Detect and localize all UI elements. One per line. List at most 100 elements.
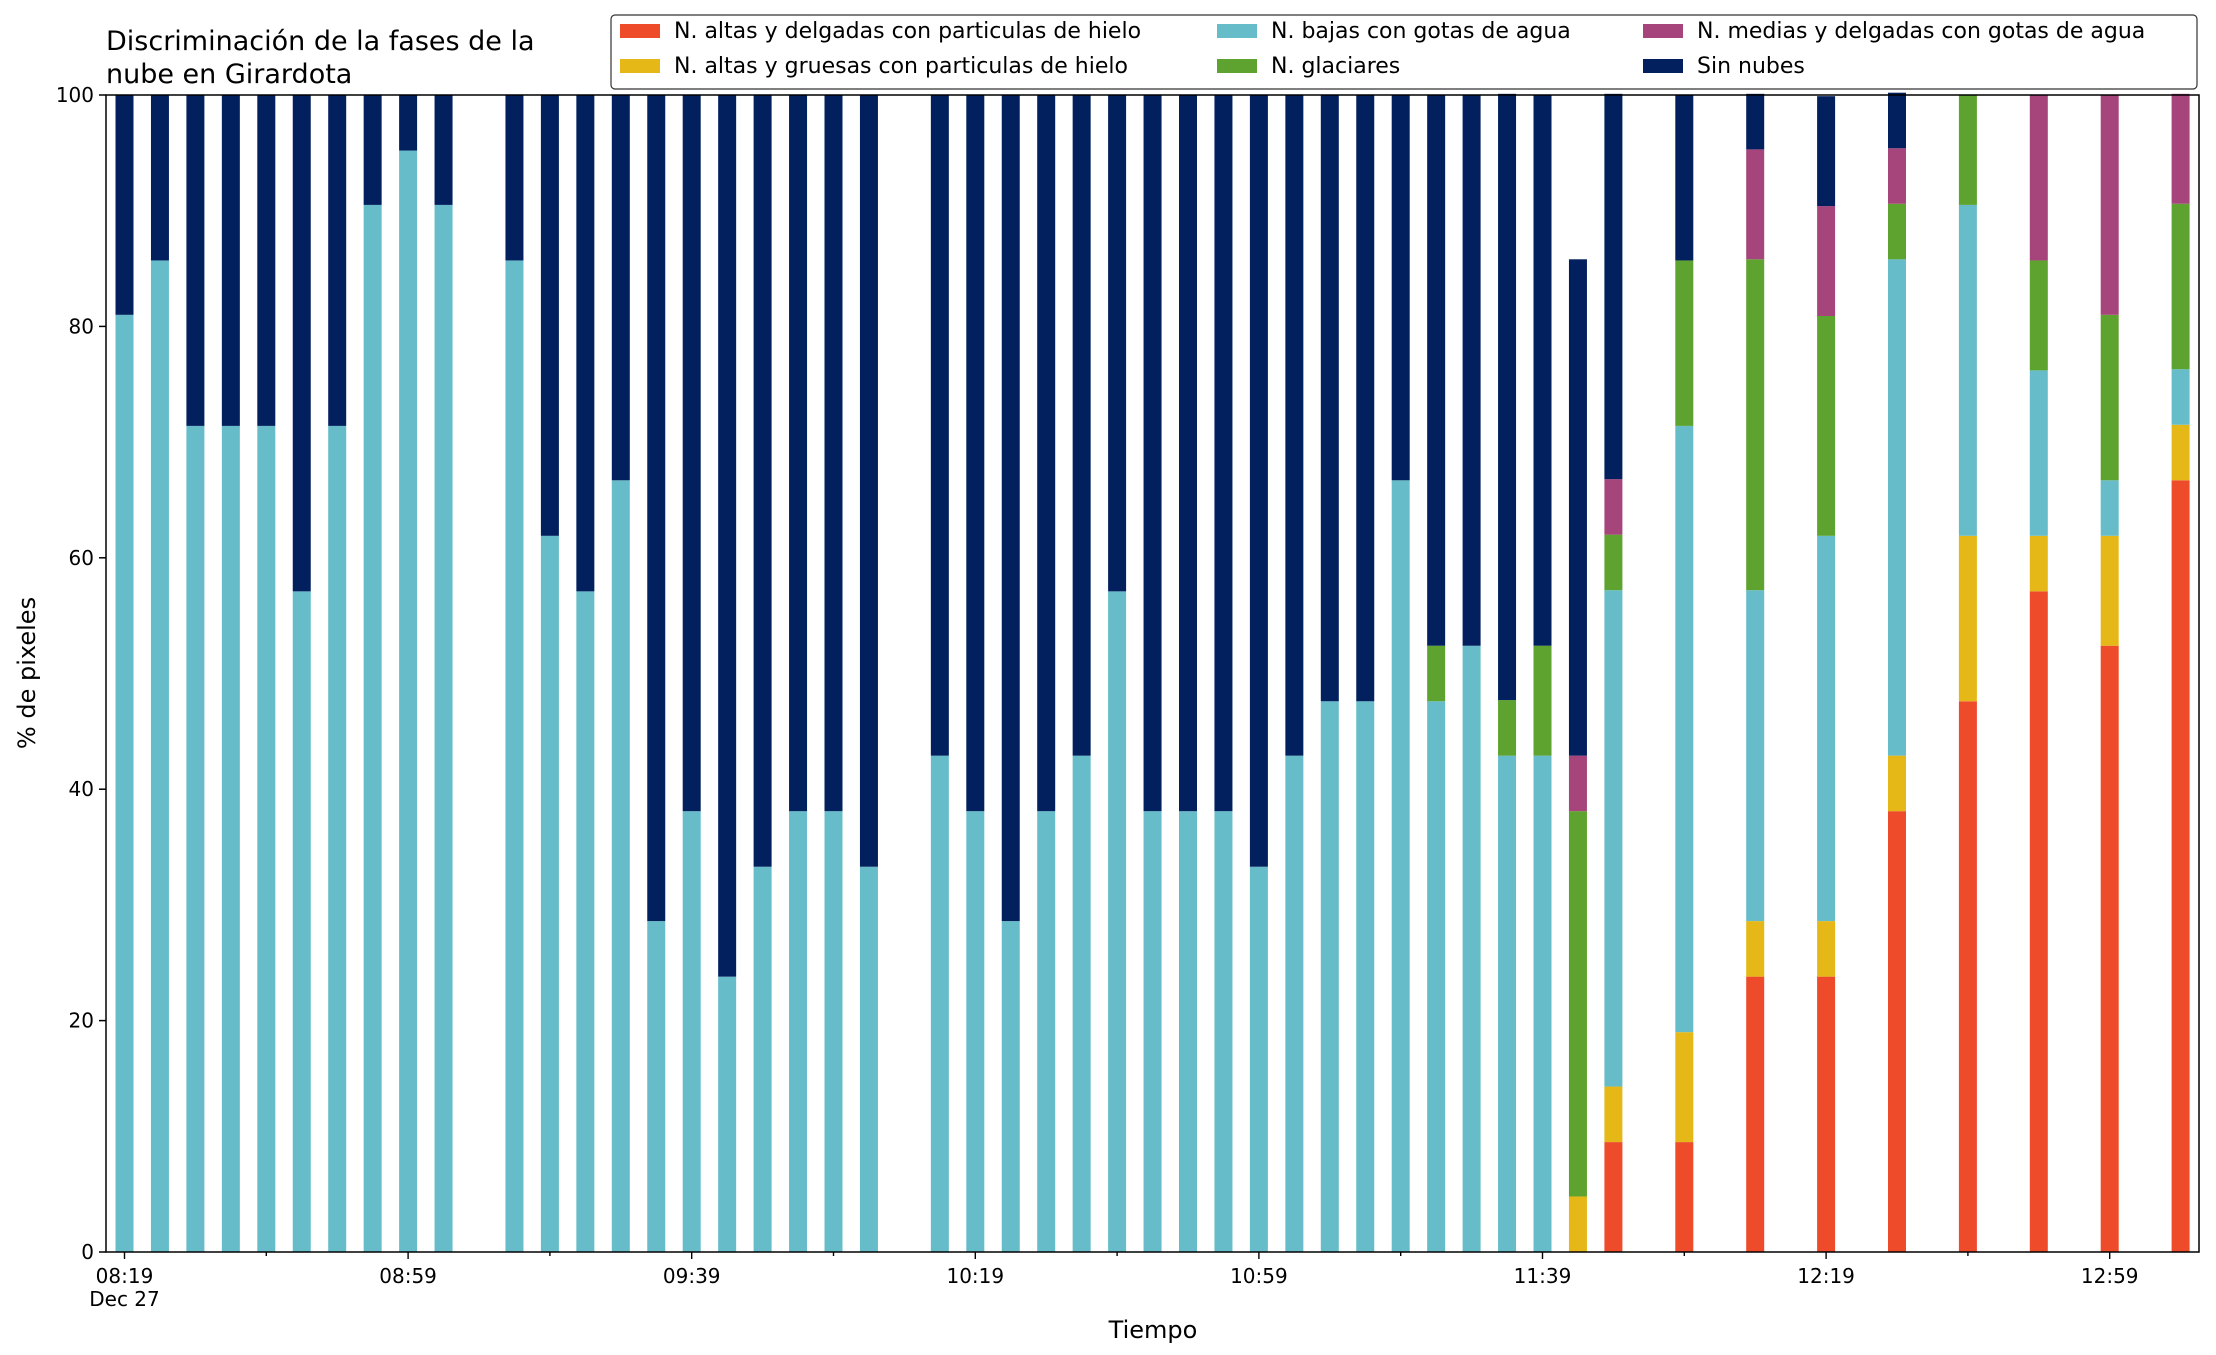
bar-sin_nubes-11:29: [1462, 95, 1481, 646]
bar-altas_gruesas-12:39: [1958, 535, 1977, 702]
bar-medias-12:09: [1746, 149, 1765, 260]
legend-swatch-glaciares: [1217, 59, 1257, 73]
bar-sin_nubes-09:39: [682, 95, 701, 812]
bar-altas_delgadas-12:59: [2100, 645, 2119, 1252]
bar-bajas-10:54: [1214, 811, 1233, 1252]
bar-altas_delgadas-12:19: [1817, 976, 1836, 1252]
bar-medias-11:44: [1568, 755, 1587, 812]
bar-glaciares-12:49: [2029, 260, 2048, 371]
bar-bajas-08:59: [399, 150, 418, 1252]
bar-sin_nubes-09:34: [647, 95, 666, 922]
bar-sin_nubes-11:14: [1356, 95, 1375, 702]
bar-glaciares-11:44: [1568, 811, 1587, 1197]
bar-sin_nubes-10:49: [1179, 95, 1197, 812]
legend-item-sin_nubes: Sin nubes: [1643, 54, 1805, 79]
bar-sin_nubes-08:19: [115, 95, 134, 315]
y-tick-label-100: 100: [56, 83, 94, 107]
bar-bajas-13:09: [2171, 369, 2190, 425]
x-tick-label-12:19: 12:19: [1797, 1264, 1855, 1288]
bar-sin_nubes-08:29: [186, 95, 205, 426]
bar-sin_nubes-08:39: [257, 95, 276, 426]
bar-bajas-11:34: [1498, 755, 1517, 1252]
x-tick-label-10:59: 10:59: [1230, 1264, 1288, 1288]
legend-label-altas_gruesas: N. altas y gruesas con particulas de hie…: [674, 54, 1128, 79]
bar-sin_nubes-10:14: [930, 95, 949, 756]
bar-bajas-10:29: [1037, 811, 1056, 1252]
legend-item-altas_delgadas: N. altas y delgadas con particulas de hi…: [620, 19, 1141, 44]
bar-bajas-09:24: [576, 591, 595, 1252]
bar-sin_nubes-11:39: [1533, 95, 1552, 646]
series-sin_nubes: [115, 92, 1906, 977]
bar-bajas-10:39: [1108, 591, 1127, 1252]
bar-bajas-10:59: [1249, 866, 1268, 1252]
bar-bajas-09:54: [789, 811, 808, 1252]
bar-sin_nubes-09:49: [753, 95, 772, 867]
bar-sin_nubes-10:04: [859, 95, 878, 867]
bar-bajas-10:49: [1179, 811, 1197, 1252]
bar-bajas-09:44: [718, 976, 737, 1252]
bar-medias-12:29: [1888, 148, 1906, 204]
bar-bajas-10:24: [1001, 921, 1020, 1252]
x-tick-label-12:59: 12:59: [2081, 1264, 2139, 1288]
y-tick-label-0: 0: [81, 1240, 94, 1264]
bar-altas_gruesas-11:49: [1604, 1086, 1623, 1143]
legend-swatch-sin_nubes: [1643, 59, 1683, 73]
bar-bajas-08:34: [221, 425, 240, 1252]
bar-altas_gruesas-12:49: [2029, 535, 2048, 592]
x-tick-label-08:19: 08:19: [96, 1264, 154, 1288]
bar-sin_nubes-12:29: [1888, 92, 1906, 149]
bar-altas_gruesas-12:09: [1746, 921, 1765, 977]
bar-altas_gruesas-12:59: [2100, 535, 2119, 646]
bar-glaciares-11:49: [1604, 534, 1623, 591]
bar-bajas-11:49: [1604, 590, 1623, 1087]
bar-medias-12:49: [2029, 95, 2048, 261]
legend-item-bajas: N. bajas con gotas de agua: [1217, 19, 1571, 44]
bar-sin_nubes-09:14: [505, 95, 524, 261]
y-tick-label-80: 80: [69, 314, 94, 338]
series-bajas: [115, 150, 2190, 1253]
bar-bajas-08:19: [115, 314, 134, 1253]
x-tick-label-10:19: 10:19: [946, 1264, 1004, 1288]
bar-glaciares-12:59: [2100, 314, 2119, 481]
bar-glaciares-11:24: [1427, 645, 1446, 702]
bar-bajas-10:34: [1072, 755, 1091, 1252]
bar-bajas-12:59: [2100, 480, 2119, 536]
bar-sin_nubes-09:44: [718, 95, 737, 977]
bar-sin_nubes-12:09: [1746, 93, 1765, 150]
bar-sin_nubes-08:44: [292, 95, 311, 592]
bar-sin_nubes-09:54: [789, 95, 808, 812]
bar-medias-13:09: [2171, 93, 2190, 204]
x-tick-label-08:59: 08:59: [379, 1264, 437, 1288]
bar-altas_delgadas-12:39: [1958, 701, 1977, 1252]
bar-sin_nubes-10:24: [1001, 95, 1020, 922]
y-tick-label-20: 20: [69, 1009, 94, 1033]
legend-items: N. altas y delgadas con particulas de hi…: [620, 19, 2145, 79]
bar-glaciares-12:29: [1888, 203, 1906, 260]
bar-sin_nubes-09:19: [540, 95, 559, 536]
series-glaciares: [1427, 95, 2190, 1197]
bar-bajas-11:29: [1462, 645, 1481, 1252]
bar-glaciares-12:39: [1958, 95, 1977, 205]
bar-sin_nubes-10:59: [1249, 95, 1268, 867]
bar-bajas-10:14: [930, 755, 949, 1252]
bar-bajas-08:29: [186, 425, 205, 1252]
bar-sin_nubes-11:59: [1675, 95, 1694, 261]
bar-bajas-08:54: [363, 204, 382, 1252]
bar-sin_nubes-11:24: [1427, 95, 1446, 646]
y-tick-label-40: 40: [69, 777, 94, 801]
bar-sin_nubes-09:59: [824, 95, 843, 812]
bar-altas_delgadas-13:09: [2171, 480, 2190, 1252]
legend-label-glaciares: N. glaciares: [1271, 54, 1400, 79]
legend-label-bajas: N. bajas con gotas de agua: [1271, 19, 1571, 44]
legend-label-medias: N. medias y delgadas con gotas de agua: [1697, 19, 2145, 44]
x-axis-label: Tiempo: [1108, 1316, 1198, 1344]
bar-bajas-09:19: [540, 535, 559, 1252]
bar-altas_delgadas-11:49: [1604, 1142, 1623, 1252]
bar-altas_gruesas-13:09: [2171, 424, 2190, 481]
bar-glaciares-12:09: [1746, 259, 1765, 591]
bar-sin_nubes-09:04: [434, 95, 453, 205]
bar-glaciares-13:09: [2171, 203, 2190, 370]
chart-title-line-2: nube en Girardota: [106, 59, 352, 90]
legend-box: [610, 14, 2198, 90]
